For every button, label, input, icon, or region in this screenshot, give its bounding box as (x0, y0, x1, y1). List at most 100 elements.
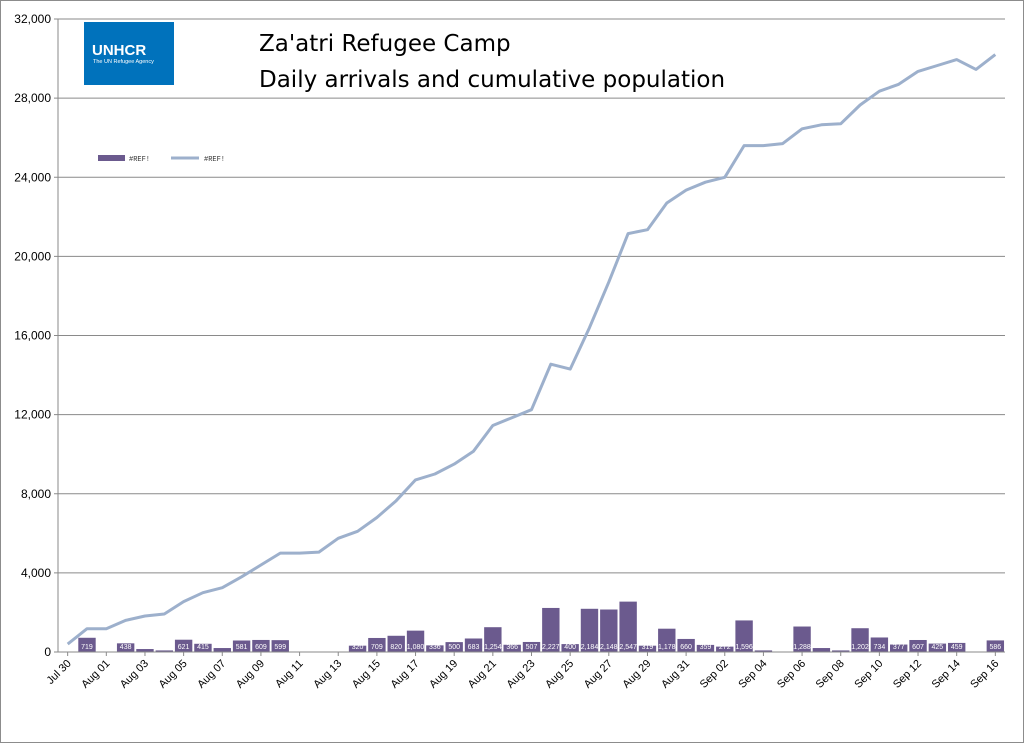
bar-data-label: 507 (526, 644, 538, 651)
bar (735, 620, 753, 652)
bar-data-labels: 719 438 621 415 581 609 599 320 709 820 1,080 336 50… (81, 644, 1001, 651)
bar (947, 642, 966, 652)
y-tick-label: 32,000 (14, 12, 51, 26)
bar (928, 643, 947, 652)
bar-data-label: 1,080 (407, 644, 425, 651)
bar-data-label: 586 (989, 644, 1001, 651)
bar (658, 628, 676, 652)
bar-data-label: 2,148 (600, 644, 618, 651)
bar-data-label: 400 (564, 644, 576, 651)
legend: #REF! #REF! (98, 155, 225, 164)
y-tick-label: 16,000 (14, 329, 51, 343)
bar-data-label: 660 (680, 644, 692, 651)
bar (78, 637, 96, 652)
bar (619, 601, 637, 652)
bar (174, 639, 193, 652)
y-tick-label: 24,000 (14, 170, 51, 184)
bar-data-label: 272 (719, 644, 731, 651)
bar (213, 648, 231, 652)
bar-data-label: 2,227 (542, 644, 560, 651)
x-tick-label: Aug 27 (582, 658, 615, 691)
x-tick-label: Sep 10 (852, 658, 885, 691)
bar (522, 641, 541, 652)
chart-title-line-1: Za'atri Refugee Camp (259, 31, 511, 57)
x-tick-label: Aug 25 (543, 658, 576, 691)
logo-subtext: The UN Refugee Agency (93, 59, 154, 65)
bar-data-label: 1,202 (851, 644, 869, 651)
bar-series (78, 601, 1005, 652)
bar-data-label: 336 (429, 644, 441, 651)
bar-data-label: 438 (120, 644, 132, 651)
bar (194, 643, 212, 652)
bar (232, 640, 251, 652)
bar-data-label: 820 (390, 644, 402, 651)
bar-data-label: 609 (255, 644, 267, 651)
bar-data-label: 415 (197, 644, 209, 651)
unhcr-logo: UNHCR The UN Refugee Agency (84, 22, 174, 85)
bar (638, 645, 657, 652)
bar (832, 650, 850, 652)
legend-bar-label: #REF! (129, 156, 150, 164)
cumulative-line (66, 53, 997, 646)
x-tick-label: Aug 15 (350, 658, 383, 691)
x-tick-label: Aug 29 (620, 658, 653, 691)
y-tick-label: 20,000 (14, 249, 51, 263)
x-tick-label: Aug 03 (118, 658, 151, 691)
bar (696, 644, 715, 652)
bar-data-label: 319 (642, 644, 654, 651)
y-axis-ticks: 0 4,000 8,000 12,000 16,000 20,000 24,000 28,00… (14, 12, 51, 659)
x-tick-label: Sep 08 (814, 658, 847, 691)
bar-data-label: 683 (468, 644, 480, 651)
bar (890, 644, 908, 652)
y-tick-label: 4,000 (21, 566, 51, 580)
y-tick-label: 28,000 (14, 91, 51, 105)
bar-data-label: 719 (81, 644, 93, 651)
x-tick-label: Aug 05 (157, 658, 190, 691)
x-tick-label: Sep 12 (891, 658, 924, 691)
x-tick-label: Aug 31 (659, 658, 692, 691)
bar (155, 650, 173, 652)
bar (406, 630, 425, 652)
x-tick-label: Aug 23 (504, 658, 537, 691)
x-tick-label: Aug 01 (79, 658, 112, 691)
bar-data-label: 320 (352, 644, 364, 651)
x-tick-label: Aug 19 (427, 658, 460, 691)
bar-data-label: 734 (874, 644, 886, 651)
bar (580, 608, 599, 652)
bar (368, 637, 386, 652)
bar (542, 607, 560, 652)
bar (252, 639, 270, 652)
y-tick-label: 0 (44, 645, 51, 659)
bar (716, 646, 734, 652)
x-tick-label: Sep 02 (698, 658, 731, 691)
bar-data-label: 377 (893, 644, 905, 651)
bar-data-label: 599 (274, 644, 286, 651)
bar (464, 638, 483, 652)
bar (348, 645, 367, 652)
x-tick-label: Sep 06 (775, 658, 808, 691)
x-tick-label: Aug 17 (389, 658, 422, 691)
bar-data-label: 607 (912, 644, 924, 651)
bar (793, 626, 811, 652)
bar (812, 648, 831, 652)
bar (116, 643, 135, 652)
bar (600, 609, 618, 652)
chart-title-line-2: Daily arrivals and cumulative population (259, 67, 726, 93)
bar (870, 637, 889, 652)
bar-data-label: 1,178 (658, 644, 676, 651)
gridlines (54, 18, 1005, 653)
bar (503, 644, 521, 652)
bar-data-label: 2,184 (581, 644, 599, 651)
y-tick-label: 12,000 (14, 408, 51, 422)
bar (677, 638, 695, 652)
bar-data-label: 709 (371, 644, 383, 651)
x-tick-label: Aug 11 (273, 658, 306, 691)
x-tick-label: Sep 16 (968, 658, 1001, 691)
x-tick-label: Aug 07 (195, 658, 228, 691)
bar (484, 627, 502, 652)
legend-line-label: #REF! (204, 156, 225, 164)
legend-bar-swatch (98, 155, 125, 161)
bar-data-label: 500 (448, 644, 460, 651)
